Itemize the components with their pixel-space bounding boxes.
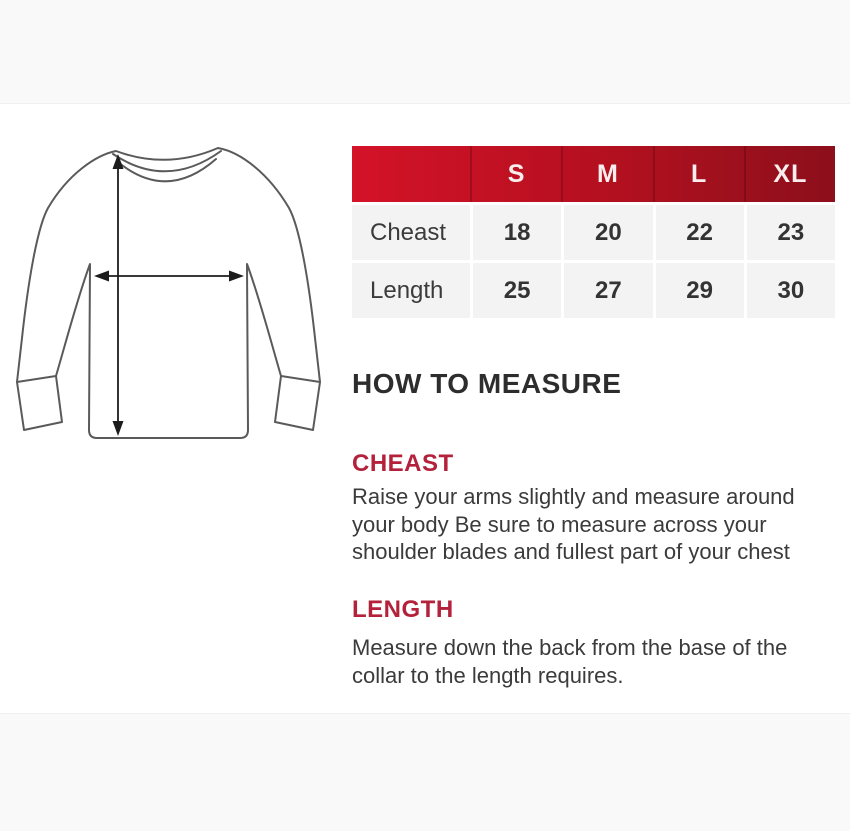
size-chart-header-l: L	[652, 146, 744, 202]
size-chart-table: S M L XL Cheast 18 20 22 23 Length 25 27…	[352, 146, 835, 318]
size-chart-header-row: S M L XL	[352, 146, 835, 202]
long-sleeve-shirt-outline	[16, 147, 321, 439]
how-to-measure-title: HOW TO MEASURE	[352, 368, 622, 399]
size-chart-header-m: M	[561, 146, 652, 202]
table-row-length: Length 25 27 29 30	[352, 263, 835, 318]
shirt-measurement-diagram	[0, 118, 340, 483]
bottom-margin-band	[0, 713, 850, 831]
row-label-length: Length	[352, 263, 470, 318]
shirt-diagram-svg	[16, 147, 321, 439]
chest-section-heading: CHEAST	[352, 450, 454, 477]
table-row-chest: Cheast 18 20 22 23	[352, 205, 835, 260]
chest-value-s: 18	[470, 205, 562, 260]
size-chart-corner-cell	[352, 146, 470, 202]
chest-value-m: 20	[561, 205, 653, 260]
length-value-l: 29	[652, 263, 744, 318]
size-chart-header-xl: XL	[743, 146, 835, 202]
row-label-chest: Cheast	[352, 205, 470, 260]
length-section-body: Measure down the back from the base of t…	[352, 635, 788, 688]
length-value-m: 27	[561, 263, 653, 318]
size-chart-header-s: S	[470, 146, 561, 202]
chest-section-body: Raise your arms slightly and measure aro…	[352, 484, 795, 564]
length-value-xl: 30	[743, 263, 835, 318]
length-measure-arrow	[112, 154, 124, 436]
chest-measure-arrow	[94, 270, 244, 282]
chest-value-l: 22	[652, 205, 744, 260]
length-value-s: 25	[470, 263, 562, 318]
length-section-heading: LENGTH	[352, 596, 454, 623]
top-margin-band	[0, 0, 850, 104]
chest-value-xl: 23	[743, 205, 835, 260]
